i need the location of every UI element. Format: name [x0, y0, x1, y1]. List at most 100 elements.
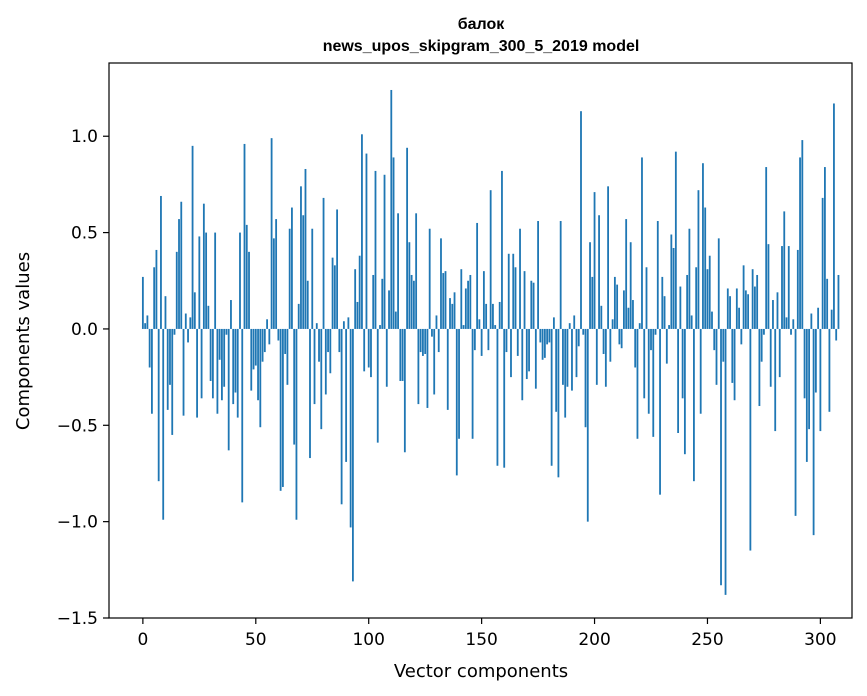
x-tick-label: 200: [578, 630, 610, 650]
bar: [162, 328, 165, 520]
bar: [595, 328, 598, 385]
bar: [160, 195, 162, 329]
bar: [776, 292, 779, 329]
bar: [794, 328, 797, 516]
bar: [641, 157, 643, 329]
y-axis: −1.5 −1.0 −0.5 0.0 0.5 1.0: [57, 127, 109, 629]
bar: [415, 213, 418, 329]
bar: [634, 328, 637, 368]
bar: [704, 207, 707, 329]
bar: [604, 328, 607, 387]
bar: [354, 269, 357, 329]
bar: [252, 328, 255, 370]
bar: [586, 328, 589, 522]
bar: [281, 328, 284, 487]
bar: [808, 328, 810, 430]
bar: [623, 290, 625, 329]
bar: [643, 328, 646, 399]
bar: [661, 276, 664, 329]
bar: [293, 328, 296, 445]
bar: [636, 328, 639, 439]
bar: [175, 251, 178, 329]
bar: [403, 328, 406, 453]
bar: [198, 236, 201, 329]
bar: [196, 328, 198, 418]
bar: [510, 328, 512, 378]
bar: [693, 328, 695, 482]
bar: [388, 290, 390, 329]
x-tick-label: 250: [691, 630, 723, 650]
bar: [550, 328, 553, 466]
bar: [352, 328, 354, 582]
y-tick-label: 1.0: [71, 127, 98, 147]
bar: [679, 286, 682, 329]
bar: [239, 232, 241, 329]
bar: [397, 213, 399, 329]
bar: [277, 328, 280, 341]
bar: [306, 280, 309, 329]
bar: [288, 228, 291, 329]
bar: [433, 328, 436, 395]
bar: [805, 328, 808, 462]
bar: [607, 186, 609, 329]
bar: [810, 313, 813, 329]
bar: [322, 197, 325, 329]
bar: [618, 328, 621, 345]
bar: [487, 328, 490, 351]
bar: [338, 328, 341, 353]
bar: [214, 232, 217, 329]
bar: [318, 328, 320, 362]
bar: [650, 328, 652, 351]
bar: [600, 305, 603, 329]
bar: [144, 323, 147, 329]
bar: [184, 313, 187, 329]
bar: [370, 328, 372, 378]
bar: [268, 328, 271, 345]
bar: [189, 317, 192, 329]
bar: [749, 328, 752, 551]
bar: [702, 163, 704, 329]
bar: [629, 242, 632, 329]
bar: [171, 328, 174, 435]
bar: [543, 328, 546, 358]
bar: [417, 328, 420, 405]
bar: [778, 328, 781, 378]
bar: [790, 328, 792, 335]
bar: [275, 219, 278, 329]
y-tick-label: −1.5: [57, 609, 98, 629]
bar: [372, 274, 375, 329]
bar: [686, 274, 689, 329]
bar: [207, 305, 210, 329]
bar: [742, 265, 745, 329]
x-axis-title: Vector components: [394, 661, 568, 682]
bar: [670, 234, 673, 329]
bar: [751, 269, 754, 329]
bar: [528, 328, 530, 372]
bar: [663, 296, 666, 329]
bar: [722, 328, 725, 362]
bar: [769, 328, 772, 387]
bar: [539, 328, 542, 343]
bar: [625, 219, 628, 329]
bar: [821, 197, 824, 329]
bar: [218, 328, 221, 360]
bar: [706, 269, 709, 329]
bar: [399, 328, 402, 381]
bar: [270, 138, 273, 329]
bar: [390, 89, 393, 329]
y-tick-label: 0.0: [71, 320, 98, 340]
bar: [191, 145, 194, 329]
bar: [327, 328, 329, 353]
bar: [435, 315, 438, 329]
bar: [473, 328, 476, 351]
bar: [173, 328, 176, 335]
bar: [735, 288, 738, 329]
bar: [419, 328, 422, 353]
y-tick-label: −1.0: [57, 513, 98, 533]
bar: [747, 294, 750, 329]
bar: [532, 282, 535, 329]
bar: [665, 328, 668, 364]
bar: [783, 211, 786, 329]
chart-title: балок: [458, 16, 506, 33]
bar: [564, 328, 567, 418]
